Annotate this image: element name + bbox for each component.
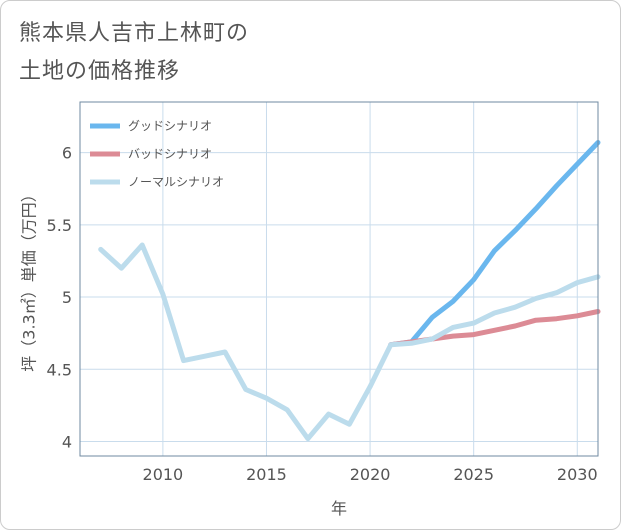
series-line-normal xyxy=(98,242,601,442)
x-axis-title: 年 xyxy=(331,499,347,518)
chart-title: 熊本県人吉市上林町の 土地の価格推移 xyxy=(19,15,249,91)
series-line-good xyxy=(388,140,601,348)
y-tick-label: 5 xyxy=(62,288,72,307)
x-tick-label: 2010 xyxy=(143,465,184,484)
series-lines xyxy=(98,140,601,442)
x-tick-label: 2020 xyxy=(350,465,391,484)
legend-label-normal: ノーマルシナリオ xyxy=(128,175,224,189)
legend-label-bad: バッドシナリオ xyxy=(128,147,212,161)
x-tick-label: 2015 xyxy=(246,465,287,484)
x-tick-label: 2025 xyxy=(453,465,494,484)
legend-label-good: グッドシナリオ xyxy=(128,119,212,133)
x-tick-label: 2030 xyxy=(557,465,598,484)
chart-title-line-2: 土地の価格推移 xyxy=(19,59,181,84)
tick-labels: 2010 2015 2020 2025 2030 4 4.5 5 5.5 6 xyxy=(47,144,598,484)
plot-frame xyxy=(79,101,599,457)
y-tick-label: 4.5 xyxy=(47,360,72,379)
y-tick-label: 4 xyxy=(62,433,72,452)
chart-title-line-1: 熊本県人吉市上林町の xyxy=(19,21,250,46)
y-axis-title: 坪（3.3㎡）単価（万円） xyxy=(20,186,39,371)
y-tick-label: 5.5 xyxy=(47,216,72,235)
y-tick-label: 6 xyxy=(62,144,72,163)
